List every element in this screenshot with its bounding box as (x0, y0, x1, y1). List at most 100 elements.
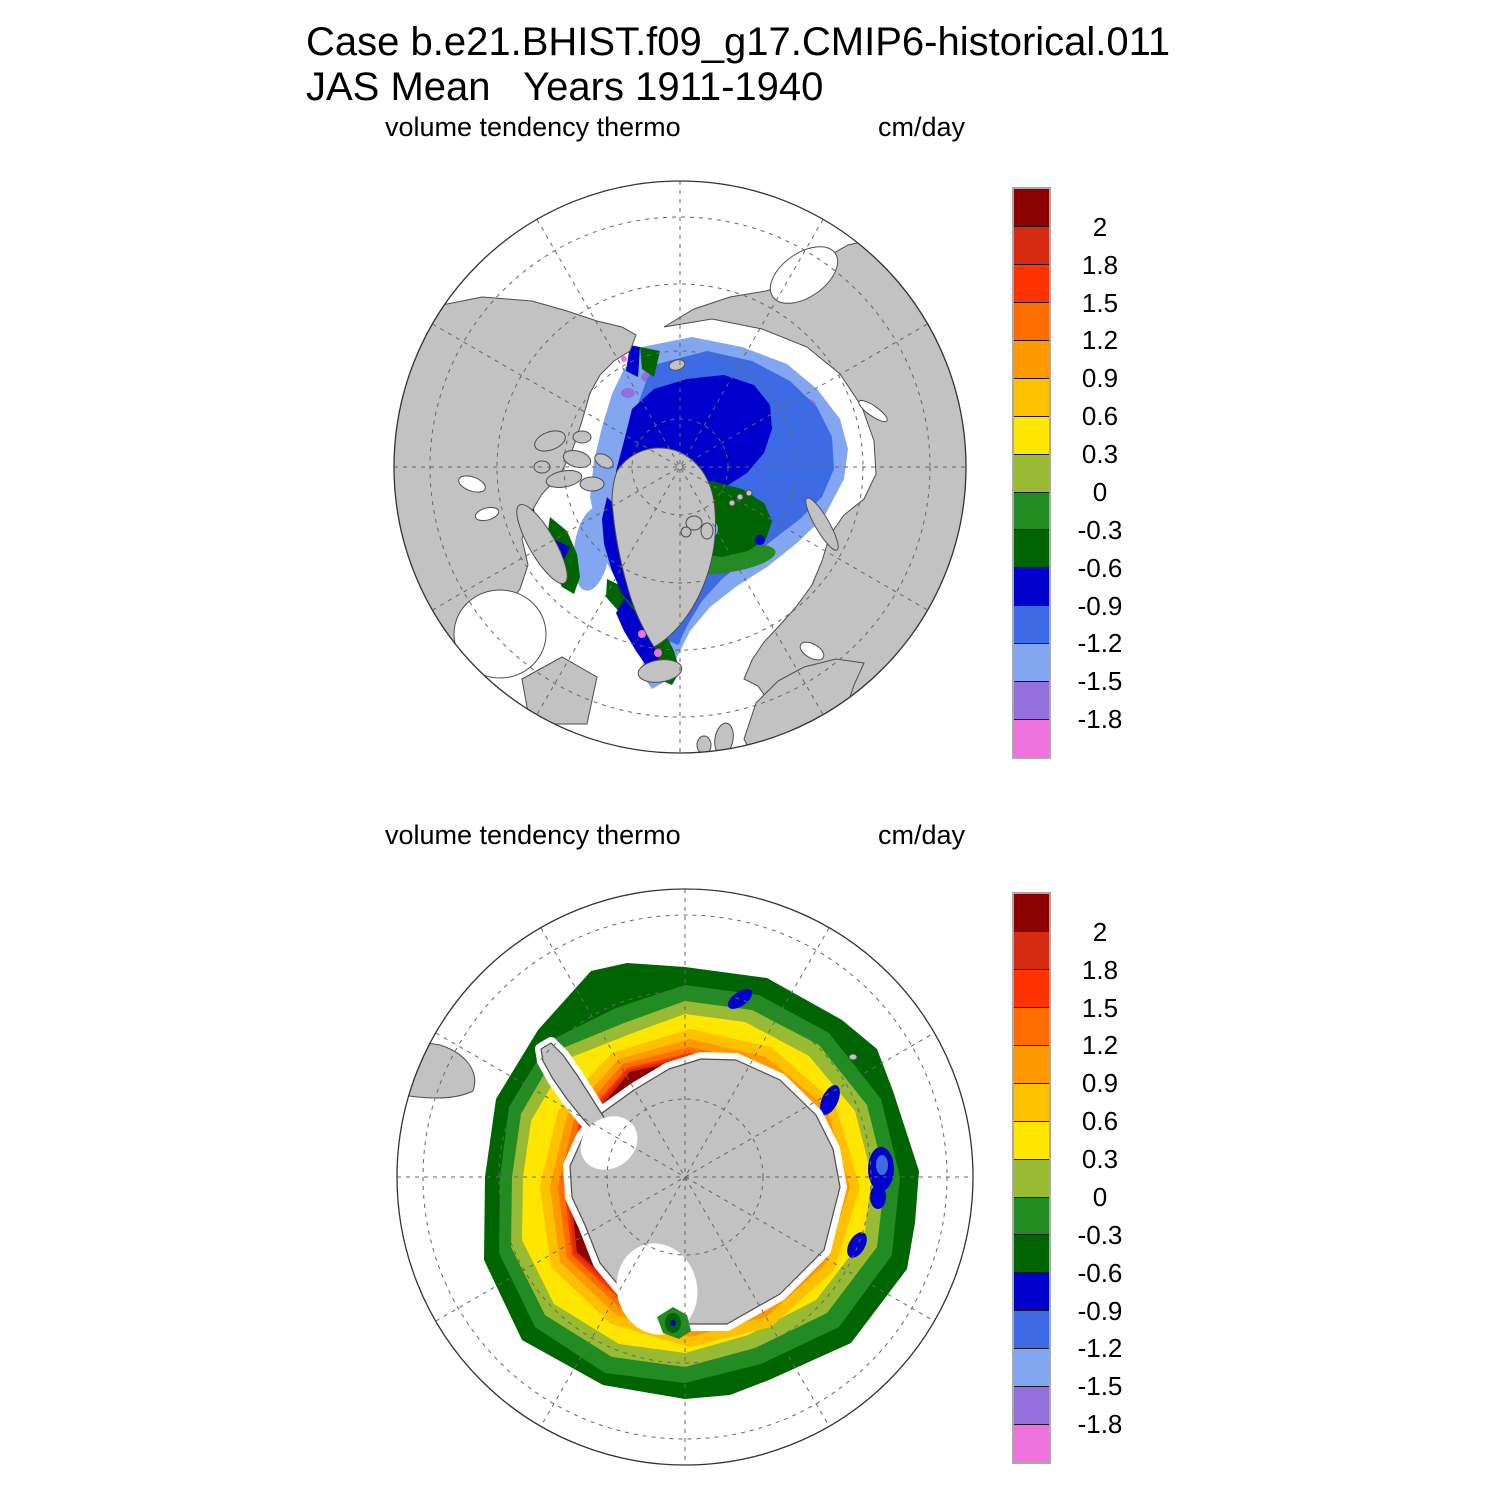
land-ireland (696, 735, 712, 753)
colorbar-segment (1014, 225, 1049, 264)
colorbar-tick-label: -0.6 (1077, 1257, 1123, 1288)
colorbar-tick-label: 0.3 (1081, 1144, 1119, 1175)
colorbar-tick-label: 1.5 (1081, 287, 1119, 318)
units-label-south: cm/day (878, 820, 966, 850)
colorbar-tick-label: 1.2 (1081, 325, 1119, 356)
colorbar-segment (1014, 719, 1049, 758)
colorbar-segment (1014, 605, 1049, 644)
colorbar-tick-label: 0.9 (1081, 363, 1119, 394)
variable-label-south: volume tendency thermo (385, 820, 681, 850)
colorbar-segment (1014, 1310, 1049, 1349)
ice-dot-blue-novaya (755, 535, 765, 545)
figure-title-line2: JAS Mean Years 1911-1940 (306, 65, 824, 109)
figure-title: Case b.e21.BHIST.f09_g17.CMIP6-historica… (306, 20, 1170, 110)
colorbar-tick-label: -1.5 (1077, 1371, 1123, 1402)
colorbar-segment (1014, 1006, 1049, 1045)
great-slave-lake (474, 506, 500, 522)
ice-band-lightblue-baffin (573, 507, 611, 591)
colorbar-tick-label: -0.3 (1077, 1219, 1123, 1250)
colorbar-segment (1014, 491, 1049, 530)
colorbar-segment (1014, 189, 1049, 226)
arctic-graticule (394, 181, 966, 753)
colorbar-tick-label: 0 (1092, 1181, 1108, 1212)
colorbar-tick-label: -0.3 (1077, 514, 1123, 545)
colorbar-tick-label: 0.6 (1081, 1106, 1119, 1137)
arctic-map-boundary (393, 180, 967, 754)
lake-baikal (858, 399, 888, 423)
colorbar-tick-label: -0.9 (1077, 590, 1123, 621)
weddell-embayment (580, 1116, 638, 1170)
colorbar-segment (1014, 529, 1049, 568)
land-iceland (637, 659, 683, 683)
colorbar-tick-label: -1.8 (1077, 704, 1123, 735)
colorbar-tick-label: 0.3 (1081, 439, 1119, 470)
ice-blobs-blue (727, 989, 894, 1258)
colorbar-south: 2 1.8 1.5 1.2 0.9 0.6 0.3 0 -0.3 -0.6 -0.9 -1.2 -1.5… (1012, 892, 1212, 1472)
land-baffin-island (516, 503, 568, 585)
colorbar-segment (1014, 930, 1049, 969)
colorbar-tick-label: -1.8 (1077, 1409, 1123, 1440)
colorbar-segment (1014, 1120, 1049, 1159)
colorbar-segment (1014, 968, 1049, 1007)
white-sea (799, 641, 825, 661)
colorbar-segment (1014, 453, 1049, 492)
colorbar-segment (1014, 1424, 1049, 1463)
ice-feature-ross-mouth (657, 1307, 691, 1339)
great-bear-lake (458, 475, 486, 493)
land-wrangel (668, 359, 686, 371)
arctic-map (393, 180, 967, 754)
colorbar-segment (1014, 1158, 1049, 1197)
land-svalbard (680, 515, 714, 540)
colorbar-tick-label: 1.8 (1081, 249, 1119, 280)
ice-tongue-blue-e-greenland (616, 599, 660, 671)
colorbar-labels-north: 2 1.8 1.5 1.2 0.9 0.6 0.3 0 -0.3 -0.6 -0.9 -1.2 -1.5… (1058, 189, 1142, 757)
colorbar-tick-label: 1.8 (1081, 954, 1119, 985)
land-novaya-zemlya (805, 497, 839, 551)
colorbar-tick-label: -1.2 (1077, 1333, 1123, 1364)
colorbar-segment (1014, 1386, 1049, 1425)
hudson-bay (453, 589, 547, 679)
colorbar-bar-south (1012, 892, 1051, 1464)
colorbar-tick-label: 1.5 (1081, 992, 1119, 1023)
colorbar-north: 2 1.8 1.5 1.2 0.9 0.6 0.3 0 -0.3 -0.6 -0.9 -1.2 -1.5… (1012, 187, 1212, 767)
figure-title-line1: Case b.e21.BHIST.f09_g17.CMIP6-historica… (306, 20, 1171, 64)
colorbar-segment (1014, 1272, 1049, 1311)
colorbar-segment (1014, 681, 1049, 720)
colorbar-labels-south: 2 1.8 1.5 1.2 0.9 0.6 0.3 0 -0.3 -0.6 -0.9 -1.2 -1.5… (1058, 894, 1142, 1462)
colorbar-segment (1014, 415, 1049, 454)
land-uk (714, 722, 734, 753)
colorbar-tick-label: 1.2 (1081, 1030, 1119, 1061)
ice-wedge-green-chukchi (640, 347, 660, 377)
antarctic-land-layer (397, 922, 905, 1460)
colorbar-segment (1014, 1196, 1049, 1235)
land-greenland (611, 447, 716, 648)
units-label-north: cm/day (878, 112, 966, 142)
colorbar-segment (1014, 1044, 1049, 1083)
sea-of-okhotsk (769, 246, 839, 304)
colorbar-segment (1014, 643, 1049, 682)
variable-label-north: volume tendency thermo (385, 112, 681, 142)
colorbar-tick-label: 2 (1092, 211, 1108, 242)
colorbar-tick-label: 0.6 (1081, 401, 1119, 432)
colorbar-segment (1014, 1234, 1049, 1273)
colorbar-bar-north (1012, 187, 1051, 759)
colorbar-tick-label: -1.2 (1077, 628, 1123, 659)
colorbar-tick-label: -1.5 (1077, 666, 1123, 697)
colorbar-segment (1014, 263, 1049, 302)
land-franz-josef (728, 489, 753, 507)
colorbar-segment (1014, 894, 1049, 931)
colorbar-segment (1014, 377, 1049, 416)
colorbar-tick-label: 0.9 (1081, 1068, 1119, 1099)
colorbar-segment (1014, 1348, 1049, 1387)
colorbar-segment (1014, 567, 1049, 606)
colorbar-tick-label: 2 (1092, 916, 1108, 947)
colorbar-segment (1014, 1082, 1049, 1121)
colorbar-tick-label: 0 (1092, 476, 1108, 507)
colorbar-tick-label: -0.9 (1077, 1295, 1123, 1326)
colorbar-segment (1014, 339, 1049, 378)
antarctic-map-boundary (396, 888, 974, 1466)
antarctic-map (396, 888, 974, 1466)
colorbar-tick-label: -0.6 (1077, 552, 1123, 583)
colorbar-segment (1014, 301, 1049, 340)
baltic-sea (821, 718, 859, 752)
